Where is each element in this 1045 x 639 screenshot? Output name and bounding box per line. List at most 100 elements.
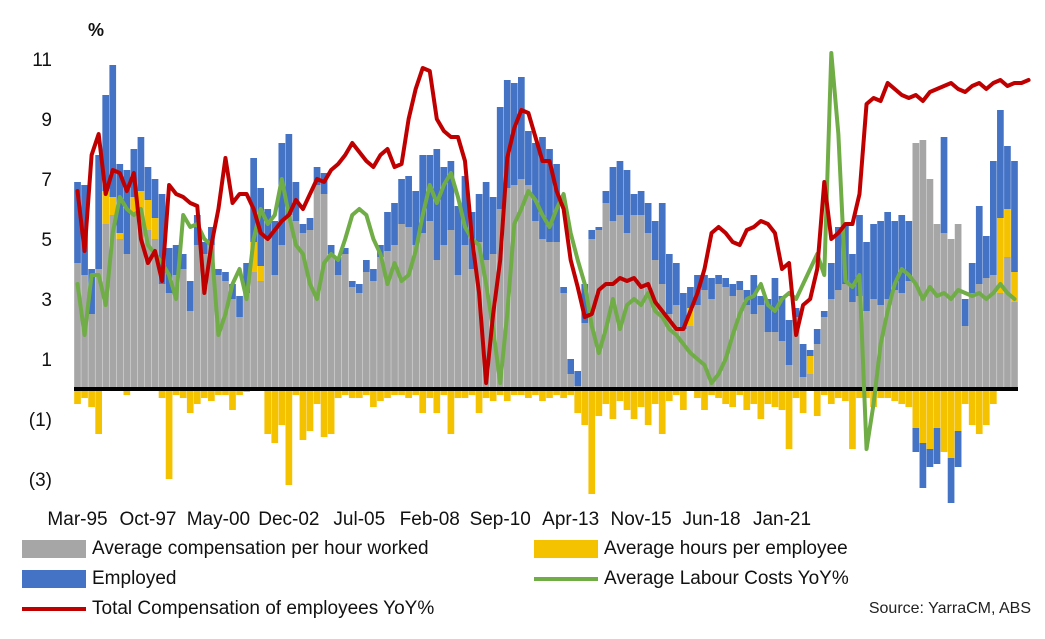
bar-employed (109, 65, 117, 197)
bar-employed (250, 158, 257, 242)
bar-hours (694, 389, 701, 398)
bar-compensation (313, 185, 321, 389)
series-lines (75, 51, 1031, 451)
bar-compensation (736, 290, 744, 389)
bar-compensation (813, 344, 821, 389)
bar-compensation (785, 365, 793, 389)
bar-employed (722, 278, 729, 287)
legend-swatch-employed (22, 570, 86, 588)
bar-hours (806, 356, 814, 374)
bar-hours (665, 389, 673, 401)
bar-employed (313, 167, 321, 185)
bar-hours (905, 389, 913, 407)
bar-compensation (532, 221, 539, 389)
bar-hours (546, 389, 553, 398)
bar-hours (947, 389, 955, 458)
bar-employed (419, 155, 427, 233)
unit-label: % (88, 20, 104, 40)
bar-hours (461, 389, 469, 398)
bar-hours (215, 389, 222, 395)
bar-hours (813, 389, 821, 416)
bar-employed (990, 161, 997, 275)
bar-hours (884, 389, 892, 398)
bar-employed (454, 206, 462, 275)
bar-compensation (468, 269, 476, 389)
bar-compensation (616, 215, 624, 389)
bar-hours (940, 389, 948, 452)
y-axis: 11 9 7 5 3 1 (1) (3) (29, 50, 52, 491)
bar-compensation (553, 242, 560, 389)
legend-swatch-labour (534, 577, 598, 581)
bar-hours (398, 389, 405, 395)
bar-employed (475, 194, 483, 242)
bar-hours (898, 389, 906, 404)
legend-item-total: Total Compensation of employees YoY% (22, 598, 434, 620)
bar-employed (863, 242, 870, 311)
bar-employed (968, 263, 976, 293)
bar-employed (665, 254, 673, 314)
bar-hours (426, 389, 434, 398)
bar-compensation (496, 209, 504, 389)
bar-compensation (778, 341, 786, 389)
bar-hours (313, 389, 321, 404)
bar-compensation (264, 239, 272, 389)
bar-employed (412, 191, 420, 245)
bar-compensation (1011, 302, 1018, 389)
bar-employed (461, 176, 469, 245)
bar-compensation (222, 281, 229, 389)
bar-compensation (419, 233, 427, 389)
bar-employed (503, 80, 511, 188)
bar-hours (193, 389, 201, 404)
bar-compensation (863, 311, 870, 389)
x-tick-label: Feb-08 (400, 509, 460, 530)
bar-compensation (193, 245, 201, 389)
x-axis: Mar-95 Oct-97 May-00 Dec-02 Jul-05 Feb-08 Sep-… (47, 509, 811, 530)
bar-hours (637, 389, 645, 407)
bar-hours (982, 389, 990, 425)
bar-compensation (482, 260, 490, 389)
bar-employed (785, 320, 793, 365)
bar-hours (532, 389, 539, 395)
bar-compensation (806, 374, 814, 389)
bar-employed (384, 212, 391, 251)
bar-compensation (687, 326, 694, 389)
bar-hours (750, 389, 758, 404)
legend-label-hours: Average hours per employee (604, 538, 848, 559)
bar-hours (250, 242, 257, 272)
bar-hours (137, 191, 145, 221)
bar-employed (391, 203, 398, 245)
bar-employed (95, 155, 102, 269)
legend-label-compensation: Average compensation per hour worked (92, 538, 429, 559)
bar-employed (546, 149, 553, 242)
bar-compensation (743, 305, 751, 389)
chart-area: 11 9 7 5 3 1 (1) (3) Mar-95 Oct-97 May-00 Dec-02 Ju… (29, 20, 1031, 530)
bar-compensation (856, 296, 863, 389)
bar-employed (137, 137, 145, 191)
bar-compensation (320, 194, 328, 389)
bar-compensation (701, 290, 708, 389)
bar-hours (130, 197, 138, 215)
bar-hours (95, 389, 102, 434)
bar-compensation (961, 326, 969, 389)
bar-employed (792, 308, 800, 317)
bar-employed (912, 428, 920, 452)
bar-compensation (426, 221, 434, 389)
bar-employed (440, 167, 448, 245)
bar-employed (954, 431, 962, 467)
bar-hours (306, 389, 314, 431)
bar-compensation (827, 299, 835, 389)
bar-hours (877, 389, 884, 398)
bar-employed (398, 179, 405, 224)
bar-hours (433, 389, 441, 413)
bar-hours (116, 233, 124, 239)
bar-hours (447, 389, 455, 434)
bar-hours (165, 389, 173, 479)
bar-compensation (842, 284, 849, 389)
bar-employed (658, 203, 666, 284)
legend: Average compensation per hour worked Ave… (0, 532, 1045, 639)
y-tick-label: 11 (32, 50, 52, 71)
bar-compensation (630, 215, 638, 389)
line-average-labour-costs (75, 51, 1017, 451)
bar-compensation (651, 260, 659, 389)
bar-employed (877, 221, 884, 305)
